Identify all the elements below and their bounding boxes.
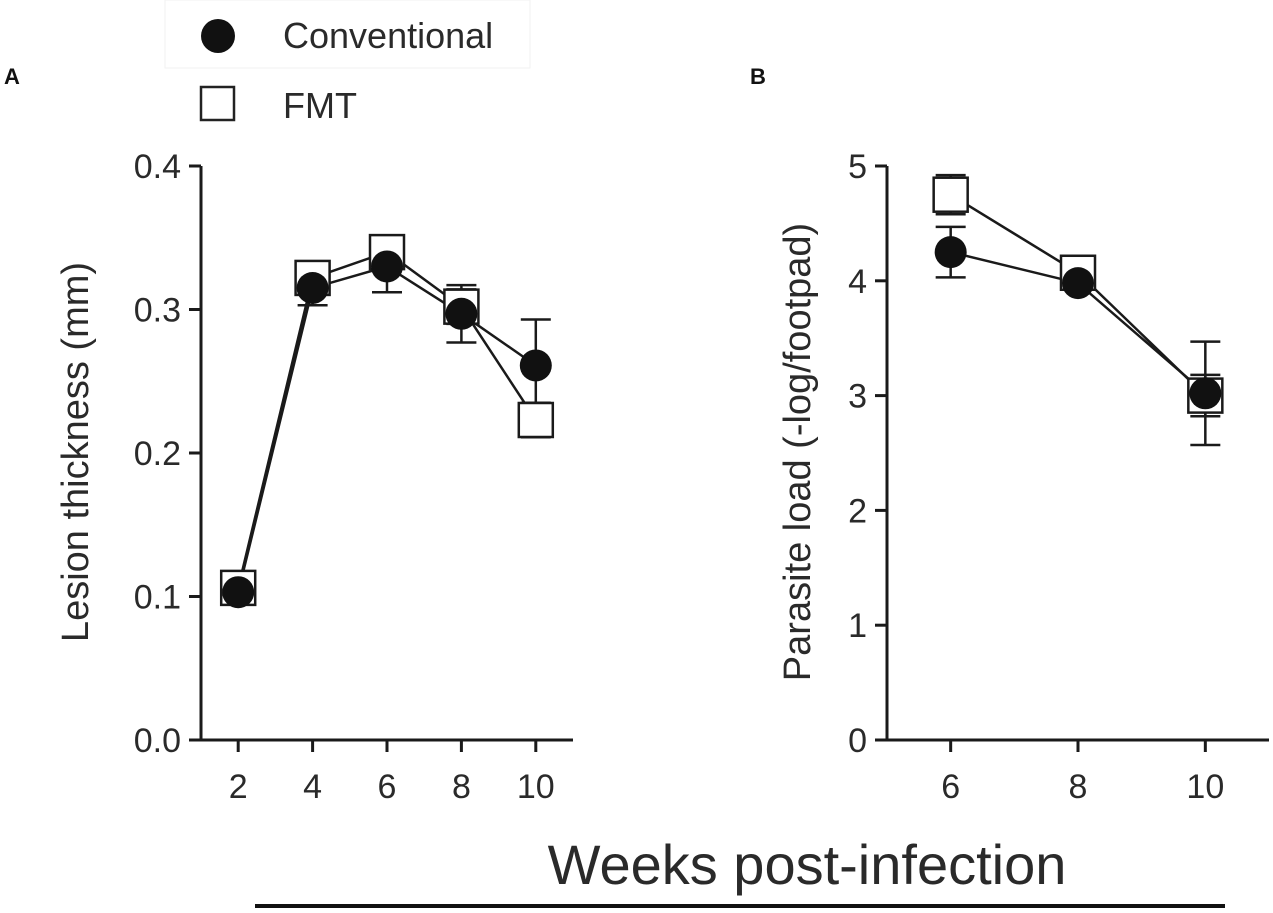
b-conventional-point <box>934 236 967 269</box>
a-ytick-label: 0.1 <box>134 579 181 617</box>
a-xtick-label: 8 <box>452 768 471 806</box>
panel-letter-a: A <box>4 64 20 89</box>
b-xtick-label: 6 <box>941 768 960 806</box>
panel-a-ylabel: Lesion thickness (mm) <box>55 262 97 642</box>
a-conventional-point <box>296 271 329 304</box>
a-conventional-point <box>519 349 552 382</box>
a-conventional-point <box>222 576 255 609</box>
a-ytick-label: 0.4 <box>134 148 181 186</box>
panel-b-parasite-load: Parasite load (-log/footpad) 0 1 2 3 4 5 6 8 10 <box>777 148 1269 806</box>
b-xtick-label: 8 <box>1069 768 1088 806</box>
b-conventional-point <box>1062 267 1094 300</box>
a-conventional-line <box>236 265 537 593</box>
shared-xlabel: Weeks post-infection <box>548 833 1067 896</box>
b-ytick-label: 2 <box>848 492 867 530</box>
a-fmt-line <box>236 250 537 589</box>
panel-b-ticks: 0 1 2 3 4 5 6 8 10 <box>848 148 1224 806</box>
panel-b-ylabel: Parasite load (-log/footpad) <box>777 223 819 681</box>
legend: Conventional FMT <box>199 15 493 126</box>
a-ytick-label: 0.0 <box>134 722 181 760</box>
panel-a-marks <box>219 233 555 609</box>
legend-fmt-marker <box>199 85 236 122</box>
legend-conventional-marker <box>201 19 235 53</box>
a-xtick-label: 4 <box>303 768 322 806</box>
a-ytick-label: 0.2 <box>134 435 181 473</box>
a-ytick-label: 0.3 <box>134 292 181 330</box>
a-xtick-label: 6 <box>378 768 397 806</box>
legend-conventional-label: Conventional <box>283 15 493 56</box>
a-conventional-point <box>445 297 478 330</box>
panel-b-marks <box>932 173 1224 447</box>
b-ytick-label: 5 <box>848 148 867 186</box>
b-ytick-label: 0 <box>848 722 867 760</box>
a-conventional-point <box>371 250 403 283</box>
a-fmt-point <box>517 401 555 439</box>
a-xtick-label: 2 <box>229 768 248 806</box>
b-ytick-label: 1 <box>848 607 867 645</box>
b-xtick-label: 10 <box>1186 768 1224 806</box>
panel-letter-b: B <box>750 64 766 89</box>
b-fmt-point <box>932 176 969 213</box>
legend-fmt-label: FMT <box>283 85 357 126</box>
panel-a-lesion-thickness: Lesion thickness (mm) 0.0 0.1 0.2 0.3 0.4 2 4 6… <box>55 148 573 806</box>
panel-a-ticks: 0.0 0.1 0.2 0.3 0.4 2 4 6 8 10 <box>134 148 555 806</box>
b-conventional-point <box>1189 377 1222 410</box>
a-xtick-label: 10 <box>517 768 555 806</box>
b-ytick-label: 4 <box>848 263 867 301</box>
b-ytick-label: 3 <box>848 378 867 416</box>
